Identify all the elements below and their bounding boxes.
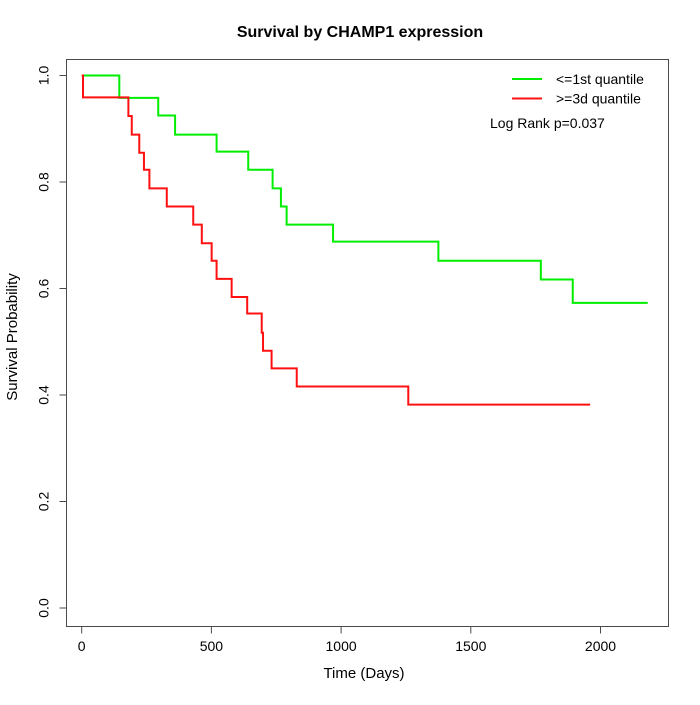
legend-label-high-expression: >=3d quantile bbox=[556, 91, 641, 107]
x-axis-ticks: 0 500 1000 1500 2000 bbox=[78, 626, 616, 654]
x-tick-label: 1500 bbox=[455, 638, 486, 654]
y-axis-ticks: 0.0 0.2 0.4 0.6 0.8 1.0 bbox=[36, 66, 67, 618]
curves-layer bbox=[81, 74, 648, 406]
plot-frame bbox=[66, 59, 669, 627]
y-axis-label: Survival Probability bbox=[4, 273, 21, 401]
y-tick-label: 0.4 bbox=[36, 385, 52, 405]
y-tick-label: 0.6 bbox=[36, 279, 52, 299]
x-tick-label: 0 bbox=[78, 638, 86, 654]
survival-curve-high-quantile bbox=[81, 74, 591, 406]
log-rank-annotation: Log Rank p=0.037 bbox=[490, 115, 605, 131]
y-tick-label: 0.0 bbox=[36, 598, 52, 618]
x-tick-label: 500 bbox=[200, 638, 224, 654]
chart-title: Survival by CHAMP1 expression bbox=[237, 24, 483, 41]
y-tick-label: 0.2 bbox=[36, 492, 52, 512]
y-tick-label: 0.8 bbox=[36, 172, 52, 192]
survival-curve-low-quantile bbox=[81, 74, 648, 304]
legend-label-low-expression: <=1st quantile bbox=[556, 71, 644, 87]
x-tick-label: 2000 bbox=[585, 638, 616, 654]
y-tick-label: 1.0 bbox=[36, 66, 52, 86]
x-tick-label: 1000 bbox=[326, 638, 357, 654]
legend: <=1st quantile >=3d quantile Log Rank p=… bbox=[490, 71, 644, 131]
x-axis-label: Time (Days) bbox=[323, 665, 404, 682]
